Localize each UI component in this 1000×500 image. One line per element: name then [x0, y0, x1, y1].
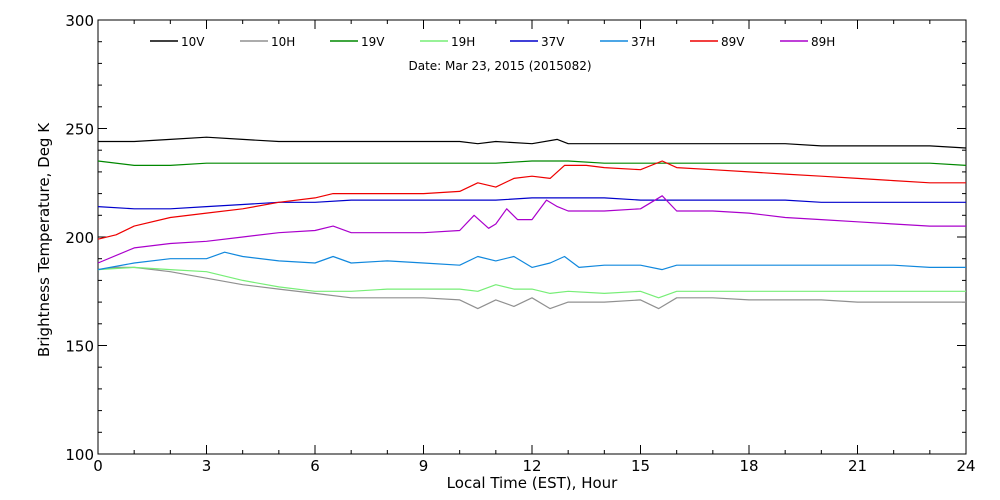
y-tick-label: 200	[65, 229, 94, 247]
y-tick-label: 300	[65, 12, 94, 30]
y-axis-title: Brightness Temperature, Deg K	[35, 122, 53, 357]
tick-labels: 0 3 6 9 12 15 18 21 24 100 150 200 250 300	[65, 12, 975, 475]
x-tick-label: 12	[522, 457, 541, 475]
x-tick-label: 15	[631, 457, 650, 475]
legend-label: 10V	[181, 35, 205, 49]
legend-label: 19H	[451, 35, 475, 49]
y-tick-label: 100	[65, 446, 94, 464]
x-tick-label: 0	[93, 457, 103, 475]
x-tick-label: 21	[848, 457, 867, 475]
axis-ticks	[97, 19, 967, 455]
series-line-10v	[98, 136, 967, 149]
series-line-37h	[97, 251, 966, 271]
x-tick-label: 9	[419, 457, 429, 475]
series-line-37v	[97, 197, 966, 210]
legend-label: 10H	[271, 35, 295, 49]
x-tick-label: 18	[739, 457, 758, 475]
legend-label: 37H	[631, 35, 655, 49]
series-lines	[97, 136, 967, 310]
legend-label: 89V	[721, 35, 745, 49]
x-axis-title: Local Time (EST), Hour	[447, 474, 618, 492]
x-tick-label: 6	[310, 457, 320, 475]
chart-subtitle: Date: Mar 23, 2015 (2015082)	[408, 59, 591, 73]
series-line-19v	[97, 160, 967, 166]
plot-frame	[97, 19, 967, 455]
x-tick-label: 3	[202, 457, 212, 475]
legend-label: 19V	[361, 35, 385, 49]
series-line-89v	[97, 160, 966, 240]
y-tick-label: 250	[65, 121, 94, 139]
y-tick-label: 150	[65, 338, 94, 356]
legend: 10V 10H 19V 19H 37V 37H 89V 89H	[150, 35, 835, 49]
legend-label: 37V	[541, 35, 565, 49]
series-line-19h	[97, 266, 966, 299]
legend-label: 89H	[811, 35, 835, 49]
x-tick-label: 24	[956, 457, 975, 475]
series-line-89h	[97, 195, 966, 264]
series-line-10h	[97, 266, 966, 310]
